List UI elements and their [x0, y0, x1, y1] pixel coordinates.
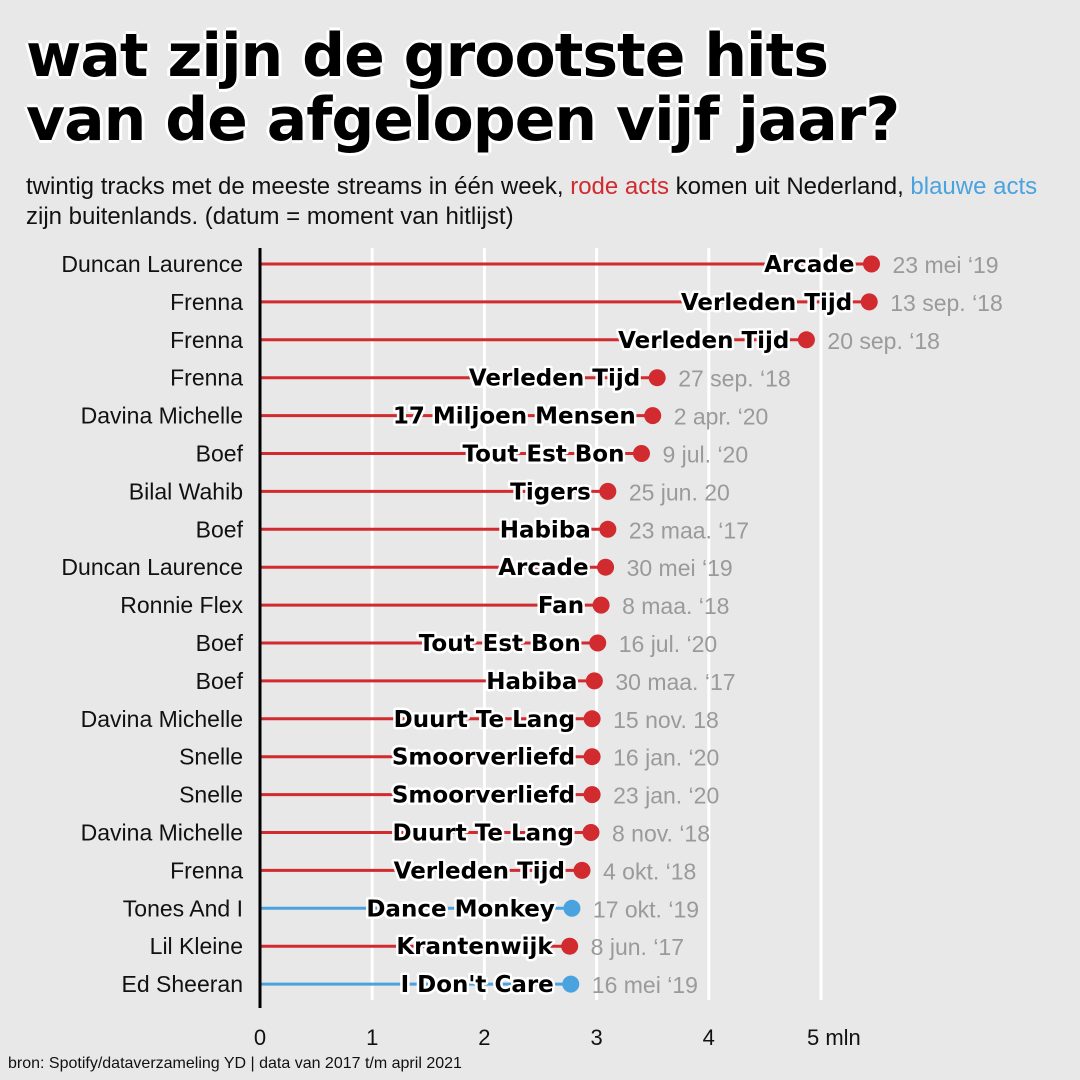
x-tick-label: 5 mln [807, 1025, 861, 1050]
artist-label: Davina Michelle [81, 706, 243, 732]
lollipop-dot [648, 369, 666, 387]
title-line-2: van de afgelopen vijf jaar? [26, 85, 900, 155]
artist-label: Davina Michelle [81, 820, 243, 846]
subtitle-blue-legend: blauwe acts [910, 173, 1038, 200]
song-label: Krantenwijk [396, 934, 553, 960]
song-label: Tigers [510, 479, 591, 505]
artist-label: Bilal Wahib [129, 478, 243, 504]
chart-title: wat zijn de grootste hits van de afgelop… [26, 24, 1066, 152]
date-label: 23 jan. ‘20 [613, 783, 719, 809]
date-label: 20 sep. ‘18 [827, 328, 940, 354]
lollipop-dot [632, 445, 650, 462]
x-tick-label: 2 [478, 1025, 490, 1050]
lollipop-dot [582, 824, 600, 841]
song-label: Duurt Te Lang [393, 821, 574, 847]
date-label: 27 sep. ‘18 [678, 366, 791, 392]
x-tick-label: 1 [366, 1025, 378, 1050]
date-label: 25 jun. 20 [629, 479, 730, 505]
lollipop-dot [562, 975, 580, 993]
song-label: Smoorverliefd [392, 783, 575, 809]
song-label: Verleden Tijd [618, 328, 789, 354]
lollipop-dot [573, 861, 591, 879]
artist-label: Boef [196, 630, 244, 656]
subtitle-text-2: komen uit Nederland, [668, 173, 911, 200]
date-label: 2 apr. ‘20 [674, 404, 769, 430]
date-label: 8 maa. ‘18 [622, 593, 729, 619]
song-label: Fan [538, 593, 584, 619]
date-label: 30 maa. ‘17 [615, 669, 735, 695]
date-label: 17 okt. ‘19 [593, 896, 699, 922]
lollipop-dot [862, 255, 880, 273]
song-label: Habiba [500, 517, 591, 543]
lollipop-dot [644, 407, 662, 425]
song-label: Verleden Tijd [394, 858, 565, 884]
lollipop-dot [561, 937, 579, 955]
lollipop-dot [563, 899, 581, 917]
x-tick-label: 4 [703, 1025, 715, 1050]
song-label: I Don't Care [401, 972, 554, 998]
lollipop-dot [599, 520, 617, 538]
chart-subtitle: twintig tracks met de meeste streams in … [26, 172, 1066, 232]
lollipop-dot [860, 293, 878, 311]
lollipop-dot [597, 558, 615, 576]
date-label: 30 mei ‘19 [627, 555, 733, 581]
artist-label: Frenna [170, 327, 243, 353]
date-label: 15 nov. 18 [613, 707, 719, 733]
artist-label: Frenna [170, 289, 243, 315]
artist-label: Boef [196, 516, 244, 542]
title-line-1: wat zijn de grootste hits [26, 21, 829, 91]
date-label: 8 jun. ‘17 [591, 934, 684, 960]
artist-label: Frenna [170, 365, 243, 391]
artist-label: Snelle [179, 782, 243, 808]
date-label: 16 jan. ‘20 [613, 745, 719, 771]
lollipop-dot [583, 710, 601, 728]
artist-label: Frenna [170, 857, 243, 883]
lollipop-dot [583, 786, 601, 804]
song-label: Arcade [764, 252, 854, 278]
date-label: 23 maa. ‘17 [629, 517, 749, 543]
artist-label: Duncan Laurence [61, 251, 243, 277]
lollipop-dot [797, 331, 815, 349]
song-label: Tout Est Bon [463, 442, 625, 468]
date-label: 23 mei ‘19 [892, 252, 998, 278]
song-label: Dance Monkey [366, 896, 555, 922]
date-label: 16 jul. ‘20 [619, 631, 717, 657]
x-tick-label: 3 [590, 1025, 602, 1050]
lollipop-dot [592, 596, 610, 614]
artist-label: Duncan Laurence [61, 554, 243, 580]
lollipop-dot [599, 482, 617, 500]
lollipop-dot [583, 748, 601, 766]
artist-label: Davina Michelle [81, 403, 243, 429]
subtitle-text-1: twintig tracks met de meeste streams in … [26, 173, 571, 200]
song-label: Habiba [486, 669, 577, 695]
date-label: 16 mei ‘19 [592, 972, 698, 998]
song-label: Tout Est Bon [419, 631, 581, 657]
artist-label: Boef [196, 441, 244, 467]
date-label: 13 sep. ‘18 [890, 290, 1003, 316]
song-label: Duurt Te Lang [394, 707, 575, 733]
subtitle-text-3: zijn buitenlands. (datum = moment van hi… [26, 203, 514, 230]
date-label: 8 nov. ‘18 [612, 821, 710, 847]
song-label: Arcade [498, 555, 588, 581]
date-label: 9 jul. ‘20 [662, 442, 748, 468]
artist-label: Snelle [179, 744, 243, 770]
song-label: Smoorverliefd [392, 745, 575, 771]
date-label: 4 okt. ‘18 [603, 858, 696, 884]
subtitle-red-legend: rode acts [570, 173, 669, 200]
lollipop-dot [589, 634, 607, 652]
source-note: bron: Spotify/dataverzameling YD | data … [8, 1055, 462, 1072]
artist-label: Tones And I [123, 895, 243, 921]
song-label: Verleden Tijd [469, 366, 640, 392]
song-label: Verleden Tijd [681, 290, 852, 316]
artist-label: Boef [196, 668, 244, 694]
lollipop-dot [585, 672, 603, 690]
song-label: 17 Miljoen Mensen [393, 404, 636, 430]
artist-label: Ronnie Flex [120, 592, 243, 618]
x-tick-label: 0 [254, 1025, 266, 1050]
artist-label: Ed Sheeran [122, 971, 243, 997]
artist-label: Lil Kleine [150, 933, 243, 959]
